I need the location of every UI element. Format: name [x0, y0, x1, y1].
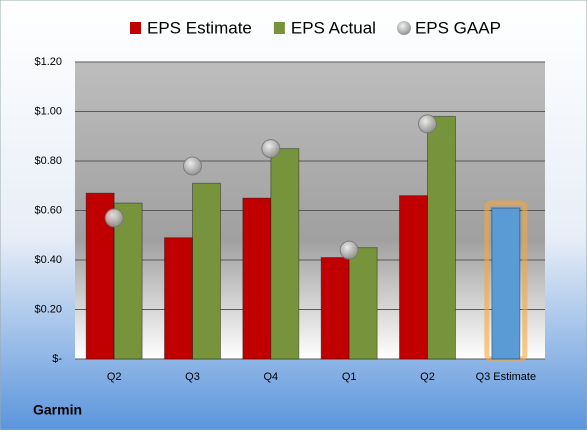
x-tick-label: Q3	[185, 371, 200, 383]
legend-label: EPS Estimate	[147, 18, 252, 37]
bar	[242, 197, 272, 360]
y-tick-label: $0.80	[34, 155, 62, 167]
bar	[270, 148, 300, 360]
bar	[491, 207, 521, 360]
y-tick-label: $0.60	[34, 204, 62, 216]
bubble	[183, 156, 202, 176]
bar	[113, 202, 143, 360]
legend-label: EPS GAAP	[415, 18, 501, 37]
x-tick-label: Q4	[263, 371, 278, 383]
x-tick-label: Q1	[342, 371, 357, 383]
legend-marker	[396, 21, 411, 35]
x-tick-label: Q2	[420, 371, 435, 383]
bubble	[104, 208, 124, 228]
legend-marker	[273, 22, 285, 34]
y-tick-label: $1.00	[34, 105, 62, 117]
bubble	[339, 240, 359, 260]
y-tick-label: $-	[52, 353, 62, 365]
y-tick-label: $0.20	[34, 303, 62, 315]
bar	[320, 257, 350, 360]
bar	[164, 237, 193, 360]
bubble	[418, 114, 437, 134]
bar	[399, 195, 428, 360]
bar	[348, 247, 378, 360]
legend-label: EPS Actual	[291, 18, 376, 37]
x-tick-label: Q3 Estimate	[476, 371, 537, 383]
legend-marker	[130, 22, 141, 34]
bar	[192, 182, 221, 360]
y-tick-label: $0.40	[34, 254, 62, 266]
x-tick-label: Q2	[107, 371, 122, 383]
bar	[427, 115, 456, 360]
y-tick-label: $1.20	[34, 56, 62, 68]
chart-title: Garmin	[33, 402, 82, 418]
bubble	[261, 139, 281, 159]
